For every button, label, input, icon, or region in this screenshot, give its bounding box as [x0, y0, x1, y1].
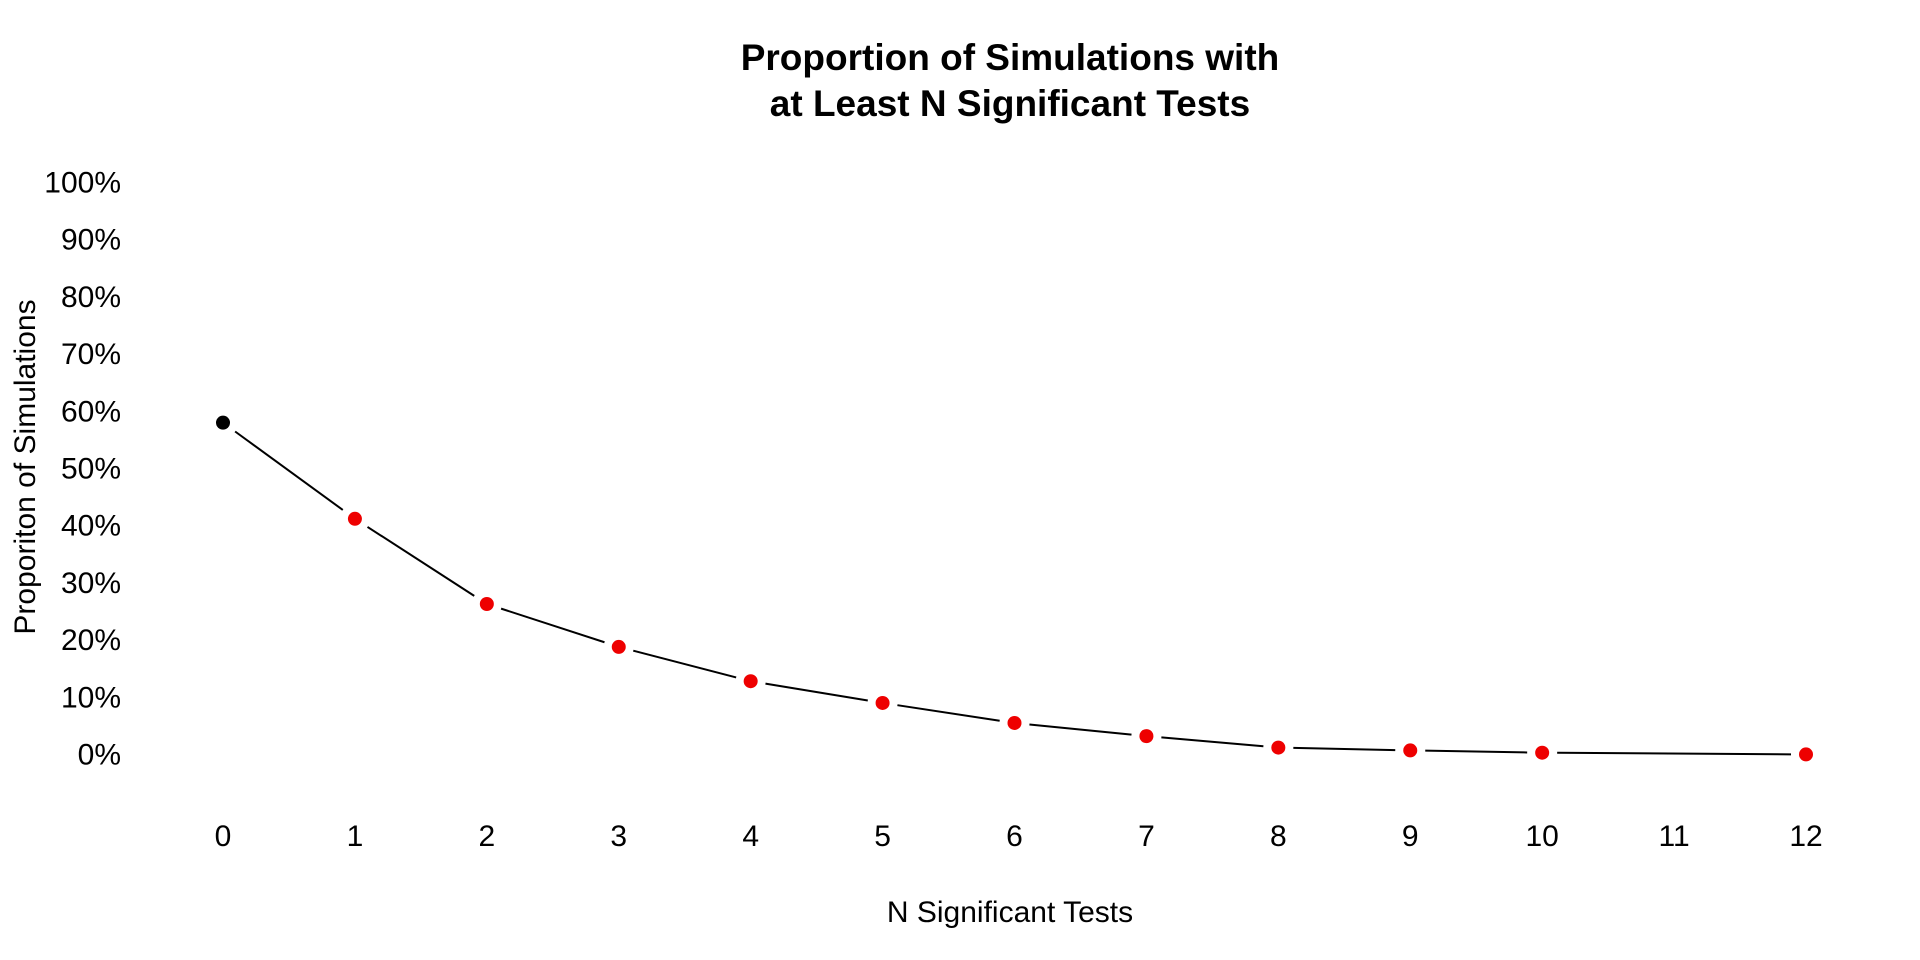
series-line-segment: [1029, 723, 1132, 736]
y-tick-label: 50%: [61, 453, 121, 486]
x-tick-label: 11: [1659, 820, 1690, 853]
y-tick-label: 90%: [61, 224, 121, 257]
x-tick-label: 10: [1525, 820, 1558, 853]
y-tick-label: 10%: [61, 681, 121, 714]
data-point: [875, 695, 890, 710]
x-tick-label: 8: [1270, 820, 1287, 853]
x-tick-label: 12: [1789, 820, 1822, 853]
x-tick-label: 3: [610, 820, 627, 853]
y-tick-label: 40%: [61, 510, 121, 543]
x-tick-label: 1: [347, 820, 364, 853]
series-line-segment: [1425, 749, 1528, 754]
series-line-segment: [500, 607, 605, 644]
y-axis-ticks: 0% 10% 20% 30% 40% 50% 60% 70% 80% 90% 100%: [44, 167, 121, 772]
y-tick-label: 60%: [61, 395, 121, 428]
y-axis-label: Proporiton of Simulations: [9, 299, 42, 634]
data-point: [1403, 743, 1418, 758]
x-tick-label: 2: [478, 820, 495, 853]
series-line-segment: [765, 682, 868, 702]
x-tick-label: 7: [1138, 820, 1155, 853]
y-tick-label: 20%: [61, 624, 121, 657]
data-point: [479, 596, 494, 611]
data-point: [1139, 729, 1154, 744]
x-tick-label: 6: [1006, 820, 1023, 853]
data-point: [216, 415, 230, 430]
series-line-segment: [1557, 751, 1792, 756]
series-line-group: [234, 430, 1792, 756]
chart-title-line-2: at Least N Significant Tests: [770, 83, 1250, 124]
y-tick-label: 0%: [78, 739, 121, 772]
y-tick-label: 30%: [61, 567, 121, 600]
series-line-segment: [633, 649, 737, 679]
x-tick-label: 4: [742, 820, 759, 853]
y-tick-label: 80%: [61, 281, 121, 314]
data-point: [1271, 740, 1286, 755]
y-tick-label: 70%: [61, 338, 121, 371]
series-line-segment: [1293, 746, 1396, 752]
x-axis-ticks: 0 1 2 3 4 5 6 7 8 9 10 11 12: [215, 820, 1823, 853]
data-point: [611, 639, 626, 654]
chart-title: Proportion of Simulations with at Least …: [741, 37, 1280, 124]
x-tick-label: 0: [215, 820, 232, 853]
x-tick-label: 5: [874, 820, 891, 853]
data-point: [743, 674, 758, 689]
x-tick-label: 9: [1402, 820, 1419, 853]
series-line-segment: [1161, 736, 1264, 748]
data-point: [1535, 745, 1550, 760]
data-point: [1007, 715, 1022, 730]
data-point: [1799, 747, 1813, 762]
chart-title-line-1: Proportion of Simulations with: [741, 37, 1280, 78]
x-axis-label: N Significant Tests: [887, 896, 1133, 929]
series-line-segment: [234, 430, 344, 511]
series-line-segment: [897, 704, 1000, 722]
data-point: [347, 511, 362, 526]
series-line-segment: [366, 526, 475, 597]
y-tick-label: 100%: [44, 167, 121, 200]
series-points-group: [216, 415, 1813, 762]
